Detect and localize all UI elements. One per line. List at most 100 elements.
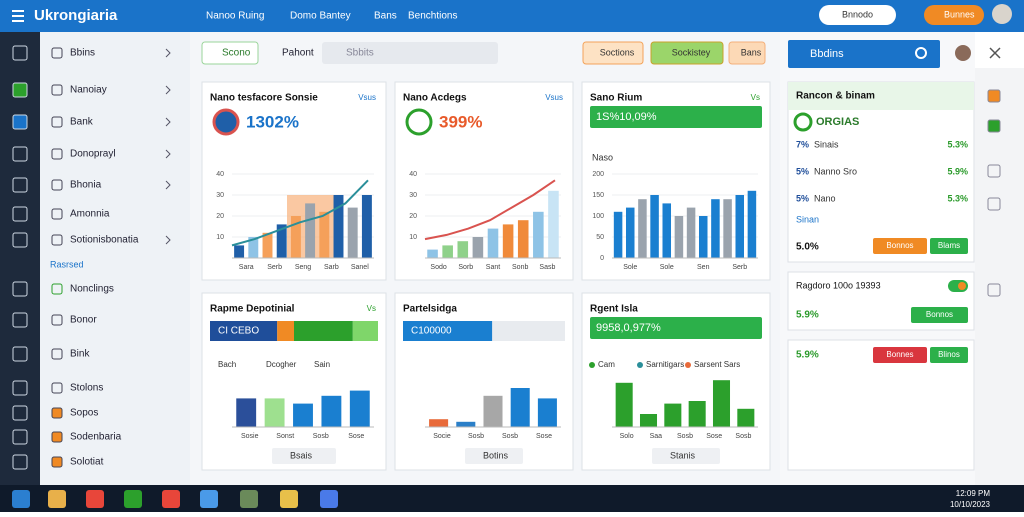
side-item: Amonnia <box>70 209 110 220</box>
bar <box>537 398 557 427</box>
x-tick-label: Sose <box>348 433 364 440</box>
side-icon[interactable] <box>987 197 1001 211</box>
panel-label: Sinan <box>796 214 819 224</box>
card-footer[interactable] <box>652 448 720 464</box>
panel-button[interactable] <box>911 307 968 323</box>
panel-card-title: Rancon & binam <box>796 91 875 102</box>
card-title: Sano Rium <box>590 93 642 104</box>
bar <box>662 203 672 258</box>
heading-icon <box>793 112 813 132</box>
bar <box>712 380 731 427</box>
bar <box>293 403 313 427</box>
panel-button[interactable] <box>930 238 968 254</box>
side-item-icon <box>51 208 63 220</box>
y-tick-label: 200 <box>592 171 604 178</box>
card-footer[interactable] <box>465 448 523 464</box>
side-item-icon <box>51 47 63 59</box>
panel-title: Bbdins <box>810 48 844 60</box>
x-tick-label: Saa <box>650 433 663 440</box>
task-icon[interactable] <box>12 490 30 508</box>
rail-icon[interactable] <box>12 206 28 222</box>
side-item-icon <box>51 116 63 128</box>
task-icon[interactable] <box>240 490 258 508</box>
close-icon[interactable] <box>989 47 1001 59</box>
card-footer[interactable] <box>272 448 336 464</box>
legend-item: Sarnitigars <box>646 360 684 369</box>
rail-icon[interactable] <box>12 45 28 61</box>
rail-icon[interactable] <box>12 429 28 445</box>
bar <box>737 408 755 427</box>
task-icon[interactable] <box>162 490 180 508</box>
header-button[interactable] <box>924 5 984 25</box>
task-icon[interactable] <box>124 490 142 508</box>
rail-icon[interactable] <box>12 346 28 362</box>
toolbar-button[interactable] <box>201 41 259 65</box>
bar <box>487 228 499 258</box>
task-icon[interactable] <box>200 490 218 508</box>
rail-icon[interactable] <box>12 312 28 328</box>
icon-rail <box>0 32 40 485</box>
kpi-value: 399% <box>439 112 482 131</box>
side-icon[interactable] <box>987 119 1001 133</box>
kpi-icon <box>405 108 433 136</box>
bar <box>723 199 732 258</box>
x-tick-label: Sanel <box>351 264 369 271</box>
sidebar <box>40 32 190 485</box>
row-value: 5.3% <box>947 193 968 203</box>
toolbar-action[interactable] <box>650 41 724 65</box>
toolbar-action[interactable] <box>728 41 766 65</box>
progress-segment <box>403 321 493 341</box>
panel-button[interactable] <box>873 238 927 254</box>
x-tick-label: Serb <box>732 264 747 271</box>
panel-button-text: Bonnos <box>926 310 953 319</box>
side-item: Sotionisbonatia <box>70 235 139 246</box>
y-tick-label: 30 <box>216 192 224 199</box>
card-link: Vsus <box>358 93 376 102</box>
nav-item: Bans <box>374 11 397 22</box>
bar <box>234 245 245 258</box>
card-subtitle: Naso <box>592 152 613 162</box>
rail-icon[interactable] <box>12 232 28 248</box>
side-icon[interactable] <box>987 283 1001 297</box>
x-tick-label: Sosb <box>735 433 751 440</box>
y-tick-label: 10 <box>409 234 417 241</box>
bar <box>349 390 370 427</box>
rail-icon[interactable] <box>12 146 28 162</box>
rail-icon[interactable] <box>12 114 28 130</box>
bar <box>321 395 342 427</box>
side-icon[interactable] <box>987 164 1001 178</box>
bar <box>533 211 544 258</box>
panel-button[interactable] <box>873 347 927 363</box>
side-icon[interactable] <box>987 89 1001 103</box>
side-item-icon <box>51 407 63 419</box>
task-icon[interactable] <box>280 490 298 508</box>
bar <box>429 419 449 427</box>
toolbar-search[interactable] <box>322 42 498 64</box>
bar <box>262 232 273 258</box>
search-pill[interactable] <box>819 5 896 25</box>
row-value: 5.9% <box>947 166 968 176</box>
panel-button-text: Bonnes <box>886 350 913 359</box>
task-icon[interactable] <box>320 490 338 508</box>
rail-icon[interactable] <box>12 177 28 193</box>
task-icon[interactable] <box>48 490 66 508</box>
side-item-icon <box>51 456 63 468</box>
bar <box>698 216 708 258</box>
side-item: Nonclings <box>70 284 114 295</box>
rail-icon[interactable] <box>12 405 28 421</box>
rail-icon[interactable] <box>12 82 28 98</box>
rail-icon[interactable] <box>12 380 28 396</box>
task-icon[interactable] <box>86 490 104 508</box>
search-text: Bnnodo <box>842 9 873 19</box>
panel-button[interactable] <box>930 347 968 363</box>
card <box>394 292 574 471</box>
bar <box>613 211 623 258</box>
toolbar-action[interactable] <box>582 41 644 65</box>
x-tick-label: Sole <box>623 264 637 271</box>
bar <box>472 237 484 258</box>
card-footer-text: Botins <box>483 450 509 460</box>
rail-icon[interactable] <box>12 454 28 470</box>
rail-icon[interactable] <box>12 281 28 297</box>
bar <box>625 207 635 258</box>
